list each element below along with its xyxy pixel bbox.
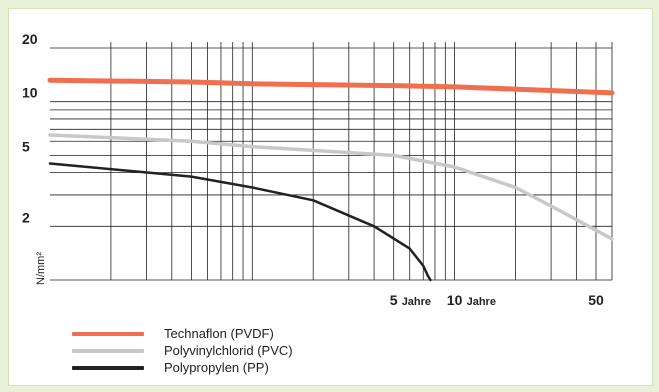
chart-panel: [8, 8, 653, 386]
legend-item-pvc: Polyvinylchlorid (PVC): [72, 342, 293, 359]
series-line-pvc: [48, 133, 614, 241]
legend-label-pp: Polypropylen (PP): [164, 360, 269, 375]
chart-grid: [50, 42, 613, 281]
legend-label-pvdf: Technaflon (PVDF): [164, 326, 274, 341]
x-tick-label: 10: [447, 292, 463, 308]
y-tick-label: 10: [22, 85, 38, 101]
legend-swatch-pvdf: [72, 331, 144, 336]
chart-legend: Technaflon (PVDF) Polyvinylchlorid (PVC)…: [72, 325, 293, 376]
legend-item-pp: Polypropylen (PP): [72, 359, 293, 376]
series-line-pp: [48, 162, 432, 282]
y-tick-label: 20: [22, 31, 38, 47]
chart-ticks: 20 10 5 2 5 Jahre 10 Jahre 50: [22, 31, 604, 308]
x-tick-unit: Jahre: [467, 296, 496, 308]
y-tick-label: 5: [22, 138, 30, 154]
series-line-pvdf: [47, 77, 615, 96]
legend-swatch-pp: [72, 365, 144, 370]
y-axis-title: N/mm²: [35, 252, 47, 285]
legend-label-pvc: Polyvinylchlorid (PVC): [164, 343, 293, 358]
y-tick-label: 2: [22, 209, 30, 225]
x-tick-label: 50: [588, 292, 604, 308]
legend-swatch-pvc: [72, 348, 144, 353]
chart-series: [47, 77, 615, 282]
x-tick-unit: Jahre: [402, 296, 431, 308]
legend-item-pvdf: Technaflon (PVDF): [72, 325, 293, 342]
x-tick-label: 5: [390, 292, 398, 308]
